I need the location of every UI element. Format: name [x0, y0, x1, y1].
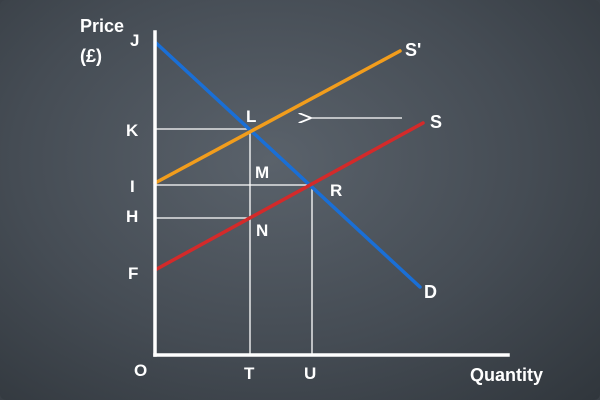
origin-label: O: [134, 361, 147, 380]
shifted-supply-label: S': [405, 40, 421, 60]
shifted-supply-curve: [153, 49, 402, 185]
price-label-j: J: [130, 31, 139, 50]
price-label-f: F: [128, 264, 138, 283]
x-axis-title: Quantity: [470, 365, 543, 385]
price-label-h: H: [126, 207, 138, 226]
quantity-label-u: U: [304, 364, 316, 383]
guide-lines: [155, 128, 313, 355]
y-axis-unit: (£): [80, 46, 102, 66]
supply-curve: [153, 121, 425, 272]
point-label-m: M: [255, 163, 269, 182]
axes: [153, 30, 510, 357]
demand-label: D: [424, 282, 437, 302]
point-label-r: R: [330, 181, 342, 200]
point-label-n: N: [256, 221, 268, 240]
point-label-l: L: [246, 107, 256, 126]
quantity-label-t: T: [244, 364, 255, 383]
y-axis-title: Price: [80, 16, 124, 36]
demand-curve: [153, 40, 422, 289]
supply-label: S: [430, 112, 442, 132]
price-label-i: I: [130, 177, 135, 196]
price-label-k: K: [126, 121, 139, 140]
